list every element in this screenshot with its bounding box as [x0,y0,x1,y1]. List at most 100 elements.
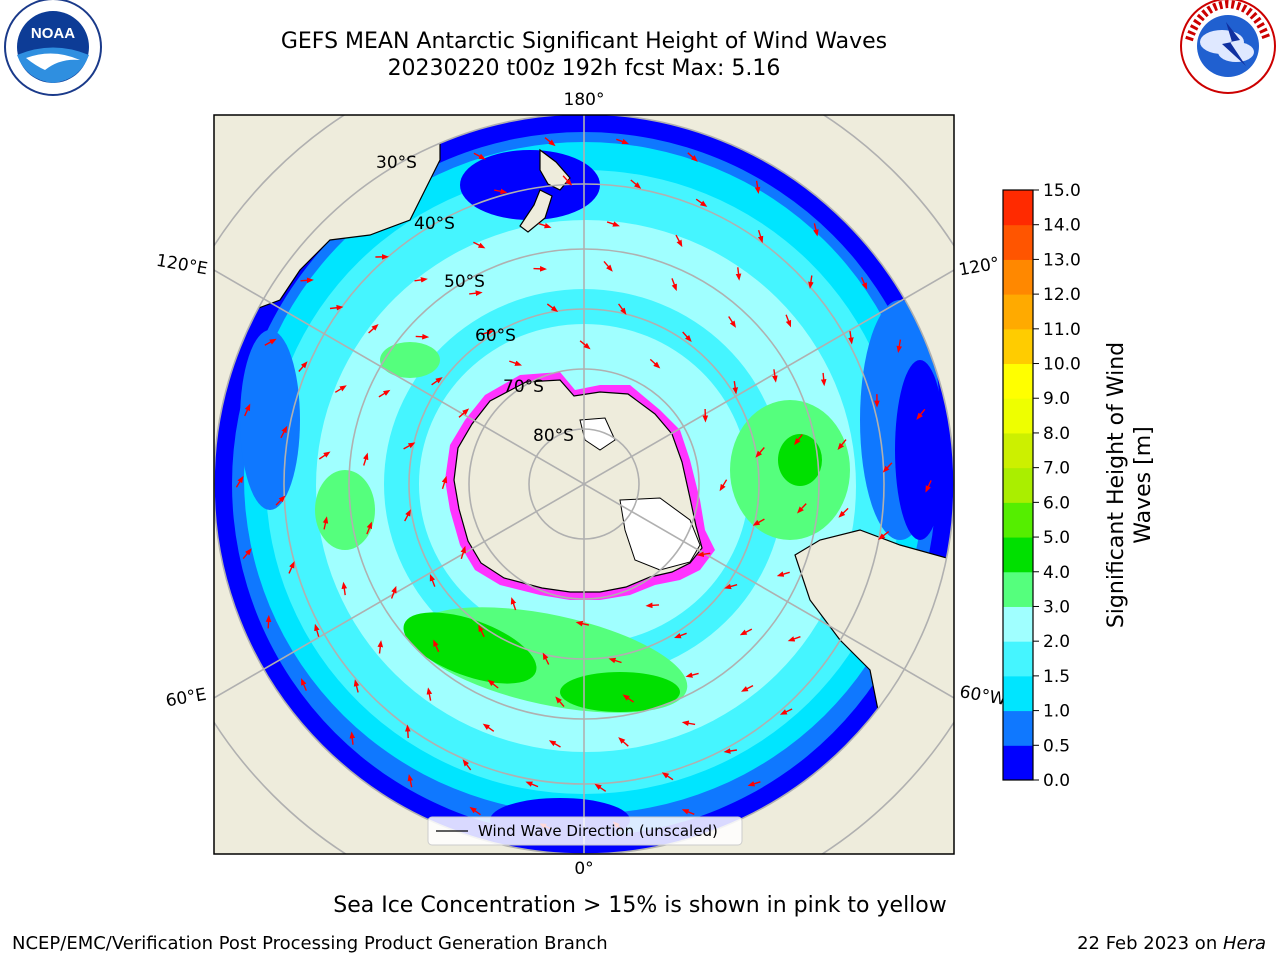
wind-wave-arrow [618,303,627,315]
wind-wave-arrow [562,175,573,186]
wind-wave-arrow [322,516,329,530]
colorbar-label-line-2: Waves [m] [1131,426,1156,543]
wind-wave-arrow [264,338,277,346]
wind-wave-arrow [671,278,677,292]
wind-wave-arrow [787,636,801,642]
wind-wave-arrow [608,657,622,664]
wind-wave-arrow [739,628,753,636]
wind-wave-arrow [334,385,347,393]
wind-wave-arrow [280,425,288,439]
wind-wave-arrow [329,304,344,311]
wind-wave-arrow [719,479,728,492]
colorbar-tick-label: 0.5 [1043,736,1070,756]
wind-wave-arrow [838,507,849,518]
lon-label-60w: 60°W [958,682,1008,710]
wind-wave-arrow [487,679,499,689]
wind-wave-arrow [548,740,561,748]
lat-label-60s: 60°S [475,326,516,346]
colorbar-segment [1003,398,1033,434]
wind-wave-arrow [404,509,411,522]
wind-wave-arrow [426,687,433,701]
wind-wave-arrow [341,581,348,596]
lat-label-70s: 70°S [503,377,544,397]
noaa-logo: NOAA [4,0,102,96]
wind-wave-arrow [755,447,765,458]
wind-wave-arrow [579,340,591,350]
footer-right: 22 Feb 2023 on Hera [1077,933,1266,954]
lon-label-180: 180° [564,90,605,110]
wind-wave-arrow [481,329,495,336]
wind-wave-arrow [616,138,629,145]
wind-wave-arrow [353,679,360,693]
wind-wave-arrow [349,731,356,745]
colorbar-segment [1003,432,1033,469]
wind-wave-arrow [860,277,868,290]
wind-wave-arrow [469,290,483,296]
lat-label-50s: 50°S [444,272,485,292]
wind-wave-arrow [473,241,486,249]
wind-wave-arrow [675,234,683,248]
wind-wave-arrow [752,518,765,526]
graticule [214,115,954,854]
wind-wave-arrow [681,809,695,815]
lat-label-80s: 80°S [533,426,574,446]
colorbar-segment [1003,606,1033,642]
wind-wave-arrow [661,772,674,781]
colorbar-tick-label: 5.0 [1043,528,1070,548]
wind-wave-arrow [882,462,893,473]
colorbar-segment [1003,467,1033,503]
colorbar-tick-label: 7.0 [1043,459,1070,479]
colorbar-segment [1003,675,1033,712]
nws-logo [1180,0,1276,94]
wind-wave-arrow [757,229,764,244]
wind-wave-arrow [735,267,742,281]
wind-wave-arrow [368,323,379,334]
colorbar-segment [1003,190,1033,226]
arrow-legend: Wind Wave Direction (unscaled) [427,816,743,846]
colorbar-tick-label: 13.0 [1043,250,1081,270]
wind-wave-arrow [618,737,629,747]
colorbar-tick-label: 2.0 [1043,632,1070,652]
wind-wave-arrow [244,403,251,417]
wind-wave-arrow [794,434,803,446]
colorbar-frame [1002,189,1034,781]
wind-wave-arrow [695,198,708,207]
wind-wave-arrow [555,696,565,708]
lon-label-60e: 60°E [164,685,208,712]
wind-wave-arrow [645,602,660,609]
wind-wave-arrow [797,503,807,514]
colorbar-tick-label: 15.0 [1043,181,1081,201]
wind-wave-arrow [696,551,711,557]
wind-wave-arrow [298,361,308,372]
wind-wave-arrow [538,222,552,229]
map-area: 30°S 40°S 50°S 60°S 70°S 80°S Wind Wave … [214,115,954,854]
wind-wave-arrow [414,277,428,283]
wind-wave-arrow [482,723,495,732]
wind-wave-arrow [682,331,692,342]
wind-wave-arrow [390,585,397,599]
wind-wave-arrow [747,781,761,787]
wind-wave-arrow [405,724,411,739]
colorbar-tick-label: 1.0 [1043,702,1070,722]
colorbar-segment [1003,641,1033,677]
wind-wave-arrow [441,475,448,490]
wind-wave-arrow [403,442,416,450]
wind-wave-arrow [525,781,539,788]
wind-wave-arrow [820,372,827,387]
wind-wave-arrow [314,623,320,637]
wind-wave-arrow [469,806,481,816]
colorbar-tick-label: 12.0 [1043,285,1081,305]
wind-wave-arrow [878,531,890,540]
wind-wave-arrow [275,495,286,506]
wind-wave-arrow [808,275,814,289]
wind-wave-arrow [546,303,559,312]
wind-wave-arrow [630,179,642,189]
colorbar-tick-label: 8.0 [1043,424,1070,444]
wind-wave-arrow [366,521,372,535]
footer-machine: Hera [1223,933,1266,954]
wind-wave-arrow [785,314,792,328]
wind-wave-arrow [433,639,440,653]
colorbar-segment [1003,537,1033,573]
lon-label-120w: 120° [957,254,1001,281]
wind-wave-arrow [377,640,384,654]
